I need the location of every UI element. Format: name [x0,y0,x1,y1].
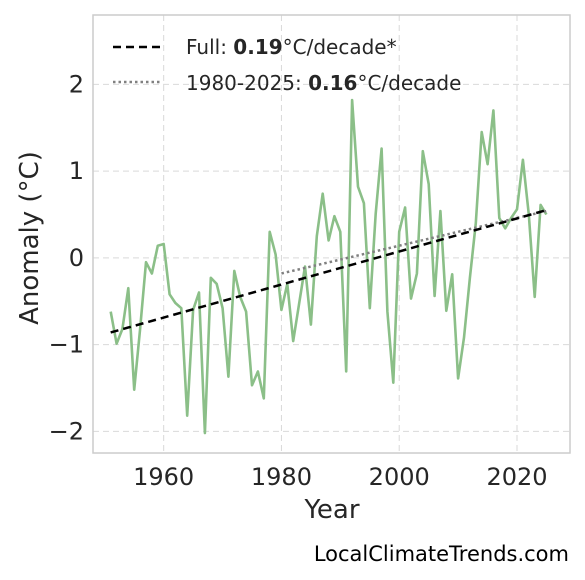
x-tick-label: 2020 [486,463,547,491]
x-tick-label: 1980 [251,463,312,491]
legend-full-prefix: Full: [186,35,233,59]
x-tick-label: 2000 [369,463,430,491]
y-tick-label: −2 [49,417,84,445]
series-layer [109,98,548,435]
watermark: LocalClimateTrends.com [314,542,569,566]
anomaly-series-line [109,98,548,435]
y-tick-label: 0 [69,244,84,272]
legend: Full: 0.19°C/decade* 1980-2025: 0.16°C/d… [113,35,461,95]
x-tick-label: 1960 [133,463,194,491]
legend-recent-prefix: 1980-2025: [186,71,308,95]
x-axis-ticks: 1960 1980 2000 2020 [133,463,547,491]
legend-recent-rate: 0.16 [308,71,357,95]
trend-line-full [110,208,547,334]
y-tick-label: 2 [69,70,84,98]
trend-lines [110,208,547,334]
legend-full-rate: 0.19 [233,35,282,59]
plot-frame [92,14,571,454]
legend-entry-recent-trend: 1980-2025: 0.16°C/decade [186,71,461,95]
y-tick-label: 1 [69,157,84,185]
y-axis-title: Anomaly (°C) [15,151,45,325]
y-tick-label: −1 [49,331,84,359]
grid-lines [93,15,570,453]
y-axis-ticks: −2 −1 0 1 2 [49,70,84,445]
legend-entry-full-trend: Full: 0.19°C/decade* [186,35,397,59]
legend-full-suffix: °C/decade* [283,35,397,59]
x-axis-title: Year [303,495,359,525]
legend-recent-suffix: °C/decade [357,71,461,95]
